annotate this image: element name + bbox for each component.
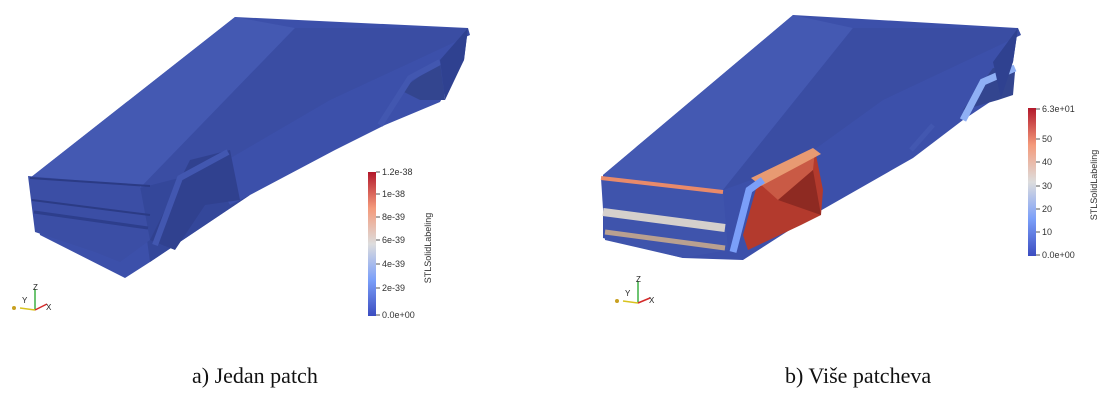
colorbar-tick: 2e-39 <box>382 283 405 293</box>
z-axis-label: Z <box>33 283 38 292</box>
car-model-single-patch <box>28 17 470 278</box>
car-render-b: 6.3e+01 50 40 30 20 10 0.0e+00 STLSolidL… <box>600 15 1099 305</box>
colorbar-tick: 8e-39 <box>382 212 405 222</box>
colorbar-tick: 6.3e+01 <box>1042 104 1075 114</box>
caption-b: b) Više patcheva <box>785 363 932 388</box>
colorbar-tick: 40 <box>1042 157 1052 167</box>
x-axis-label: X <box>46 303 52 312</box>
colorbar-tick: 1e-38 <box>382 189 405 199</box>
colorbar-gradient <box>1028 108 1036 256</box>
panel-a: 1.2e-38 1e-38 8e-39 6e-39 4e-39 2e-39 0.… <box>12 17 470 388</box>
colorbar-title: STLSolidLabeling <box>1089 150 1099 221</box>
colorbar-tick: 50 <box>1042 134 1052 144</box>
z-axis-label: Z <box>636 275 641 284</box>
x-axis <box>34 303 48 311</box>
colorbar-tick: 30 <box>1042 181 1052 191</box>
colorbar-gradient <box>368 172 376 316</box>
colorbar-tick: 10 <box>1042 227 1052 237</box>
panel-b: 6.3e+01 50 40 30 20 10 0.0e+00 STLSolidL… <box>553 0 1106 396</box>
x-axis <box>637 297 651 304</box>
colorbar-tick: 0.0e+00 <box>382 310 415 320</box>
x-axis-label: X <box>649 296 655 305</box>
colorbar-tick: 1.2e-38 <box>382 167 413 177</box>
colorbar-tick: 20 <box>1042 204 1052 214</box>
colorbar-b: 6.3e+01 50 40 30 20 10 0.0e+00 STLSolidL… <box>1028 104 1099 260</box>
caption-a: a) Jedan patch <box>192 363 318 388</box>
colorbar-tick: 6e-39 <box>382 235 405 245</box>
car-render-a: 1.2e-38 1e-38 8e-39 6e-39 4e-39 2e-39 0.… <box>12 17 470 320</box>
colorbar-tick: 4e-39 <box>382 259 405 269</box>
y-axis <box>19 307 36 311</box>
y-axis <box>622 300 639 304</box>
colorbar-title: STLSolidLabeling <box>423 213 433 284</box>
colorbar-tick: 0.0e+00 <box>1042 250 1075 260</box>
orientation-axes-a: Z Y X <box>12 283 52 312</box>
orientation-axes-b: Z Y X <box>615 275 655 305</box>
car-model-multi-patch <box>600 15 1021 260</box>
y-axis-label: Y <box>625 289 631 298</box>
y-axis-label: Y <box>22 296 28 305</box>
colorbar-a: 1.2e-38 1e-38 8e-39 6e-39 4e-39 2e-39 0.… <box>368 167 433 320</box>
